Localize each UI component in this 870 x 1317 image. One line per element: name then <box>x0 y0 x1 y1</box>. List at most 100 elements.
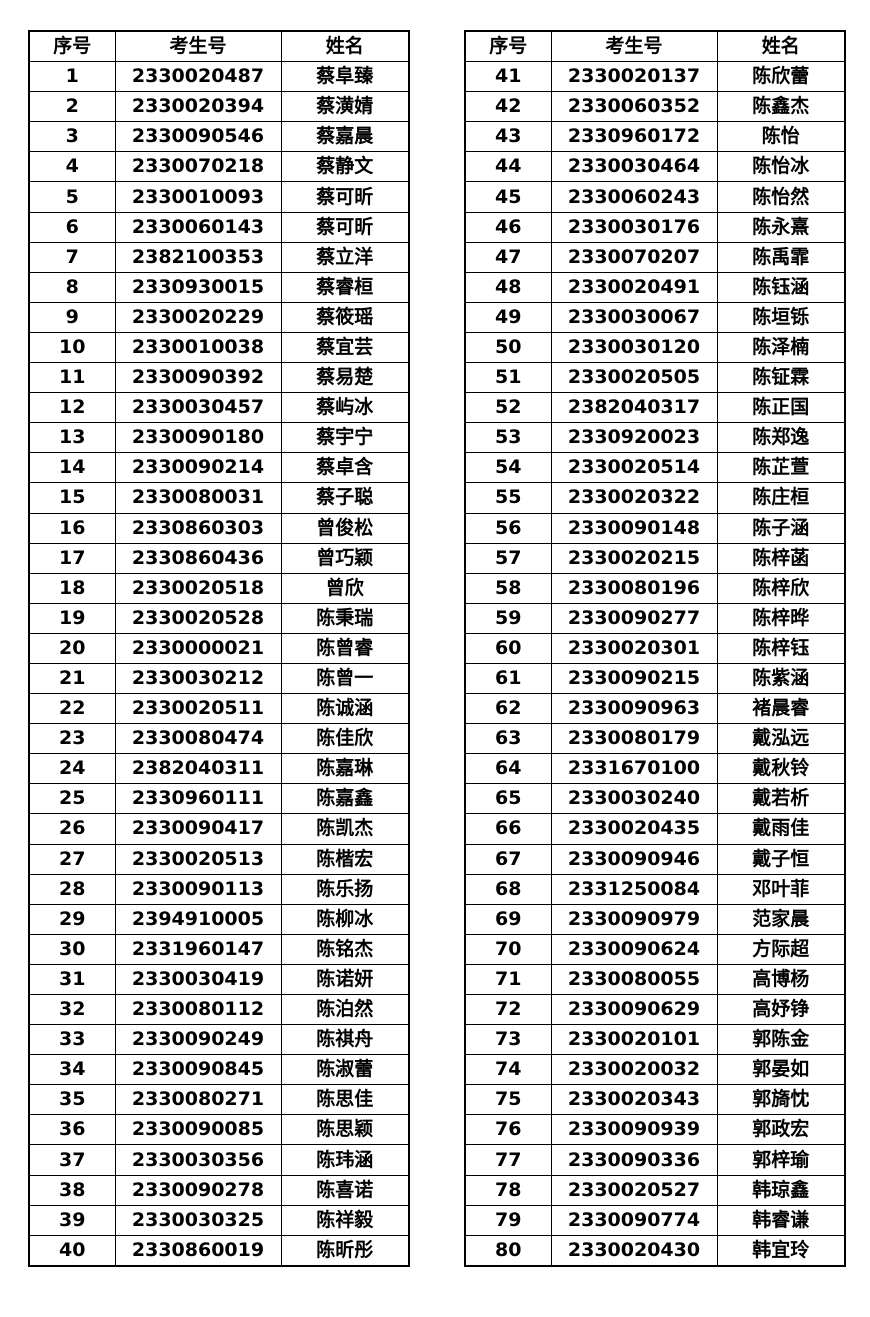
table-row: 67 2330090946 戴子恒 <box>464 843 846 875</box>
cell-name: 韩琼鑫 <box>716 1174 846 1206</box>
cell-name: 蔡可昕 <box>280 211 410 243</box>
cell-name: 陈怡然 <box>716 181 846 213</box>
cell-index: 6 <box>28 211 116 243</box>
cell-index: 27 <box>28 843 116 875</box>
table-row: 2 2330020394 蔡潢婧 <box>28 91 410 123</box>
cell-exam-id: 2330920023 <box>550 422 718 454</box>
table-row: 35 2330080271 陈思佳 <box>28 1084 410 1116</box>
cell-exam-id: 2330090946 <box>550 843 718 875</box>
cell-exam-id: 2330090113 <box>114 873 282 905</box>
cell-name: 陈秉瑞 <box>280 602 410 634</box>
table-row: 48 2330020491 陈钰涵 <box>464 271 846 303</box>
cell-index: 72 <box>464 993 552 1026</box>
cell-name: 陈泊然 <box>280 993 410 1026</box>
cell-index: 30 <box>28 933 116 965</box>
cell-index: 38 <box>28 1174 116 1206</box>
cell-exam-id: 2330060243 <box>550 181 718 213</box>
table-row: 26 2330090417 陈凯杰 <box>28 813 410 845</box>
table-row: 41 2330020137 陈欣蕾 <box>464 61 846 93</box>
cell-index: 75 <box>464 1084 552 1116</box>
table-row: 15 2330080031 蔡子聪 <box>28 482 410 514</box>
cell-index: 37 <box>28 1144 116 1176</box>
table-row: 39 2330030325 陈祥毅 <box>28 1204 410 1236</box>
table-row: 8 2330930015 蔡睿桓 <box>28 271 410 303</box>
cell-exam-id: 2330090249 <box>114 1024 282 1056</box>
table-row: 19 2330020528 陈秉瑞 <box>28 602 410 634</box>
cell-name: 郭晏如 <box>716 1054 846 1086</box>
cell-exam-id: 2330080179 <box>550 723 718 755</box>
cell-name: 蔡筱瑶 <box>280 301 410 333</box>
cell-index: 40 <box>28 1234 116 1267</box>
table-row: 66 2330020435 戴雨佳 <box>464 813 846 845</box>
cell-index: 17 <box>28 542 116 574</box>
roster-table-left: 序号 考生号 姓名 1 2330020487 蔡阜臻 2 2330020394 蔡潢婧 3 2… <box>28 30 410 1267</box>
cell-exam-id: 2330020430 <box>550 1234 718 1267</box>
cell-index: 71 <box>464 963 552 996</box>
table-row: 52 2382040317 陈正国 <box>464 392 846 424</box>
table-row: 25 2330960111 陈嘉鑫 <box>28 783 410 815</box>
table-row: 62 2330090963 褚晨睿 <box>464 693 846 725</box>
cell-index: 3 <box>28 121 116 153</box>
cell-exam-id: 2330030240 <box>550 783 718 815</box>
table-row: 69 2330090979 范家晨 <box>464 903 846 935</box>
cell-exam-id: 2330060352 <box>550 91 718 123</box>
cell-name: 郭陈金 <box>716 1024 846 1056</box>
cell-name: 方际超 <box>716 933 846 965</box>
cell-index: 76 <box>464 1114 552 1146</box>
cell-name: 陈郑逸 <box>716 422 846 454</box>
cell-index: 48 <box>464 271 552 303</box>
cell-index: 51 <box>464 362 552 394</box>
cell-exam-id: 2330020101 <box>550 1024 718 1056</box>
cell-name: 陈凯杰 <box>280 813 410 845</box>
cell-index: 50 <box>464 331 552 364</box>
cell-name: 陈梓菡 <box>716 542 846 574</box>
cell-name: 蔡潢婧 <box>280 91 410 123</box>
cell-name: 蔡可昕 <box>280 181 410 213</box>
cell-exam-id: 2330070207 <box>550 241 718 273</box>
cell-exam-id: 2330030067 <box>550 301 718 333</box>
cell-index: 24 <box>28 753 116 785</box>
cell-index: 62 <box>464 693 552 725</box>
cell-name: 陈铭杰 <box>280 933 410 965</box>
cell-exam-id: 2330080112 <box>114 993 282 1026</box>
table-row: 21 2330030212 陈曾一 <box>28 662 410 695</box>
cell-exam-id: 2382040317 <box>550 392 718 424</box>
table-row: 30 2331960147 陈铭杰 <box>28 933 410 965</box>
cell-index: 31 <box>28 963 116 996</box>
cell-index: 79 <box>464 1204 552 1236</box>
cell-name: 蔡阜臻 <box>280 61 410 93</box>
cell-name: 陈芷萱 <box>716 452 846 484</box>
cell-exam-id: 2330090624 <box>550 933 718 965</box>
table-row: 14 2330090214 蔡卓含 <box>28 452 410 484</box>
cell-name: 陈子涵 <box>716 512 846 544</box>
cell-index: 73 <box>464 1024 552 1056</box>
cell-index: 55 <box>464 482 552 514</box>
cell-exam-id: 2330030356 <box>114 1144 282 1176</box>
table-row: 53 2330920023 陈郑逸 <box>464 422 846 454</box>
cell-name: 曾欣 <box>280 572 410 604</box>
table-row: 34 2330090845 陈淑蕾 <box>28 1054 410 1086</box>
cell-exam-id: 2330080196 <box>550 572 718 604</box>
table-row: 18 2330020518 曾欣 <box>28 572 410 604</box>
cell-exam-id: 2330020343 <box>550 1084 718 1116</box>
cell-name: 陈钲霖 <box>716 362 846 394</box>
cell-name: 曾俊松 <box>280 512 410 544</box>
table-row: 13 2330090180 蔡宇宁 <box>28 422 410 454</box>
cell-index: 63 <box>464 723 552 755</box>
cell-exam-id: 2330860019 <box>114 1234 282 1267</box>
table-row: 77 2330090336 郭梓瑜 <box>464 1144 846 1176</box>
cell-name: 高妤铮 <box>716 993 846 1026</box>
table-row: 60 2330020301 陈梓钰 <box>464 632 846 664</box>
table-row: 70 2330090624 方际超 <box>464 933 846 965</box>
cell-name: 蔡睿桓 <box>280 271 410 303</box>
cell-exam-id: 2330960172 <box>550 121 718 153</box>
table-row: 72 2330090629 高妤铮 <box>464 993 846 1026</box>
table-row: 40 2330860019 陈昕彤 <box>28 1234 410 1267</box>
table-row: 55 2330020322 陈庄桓 <box>464 482 846 514</box>
table-row: 9 2330020229 蔡筱瑶 <box>28 301 410 333</box>
cell-name: 韩宜玲 <box>716 1234 846 1267</box>
cell-name: 陈曾睿 <box>280 632 410 664</box>
cell-exam-id: 2330090774 <box>550 1204 718 1236</box>
table-row: 11 2330090392 蔡易楚 <box>28 362 410 394</box>
table-row: 45 2330060243 陈怡然 <box>464 181 846 213</box>
